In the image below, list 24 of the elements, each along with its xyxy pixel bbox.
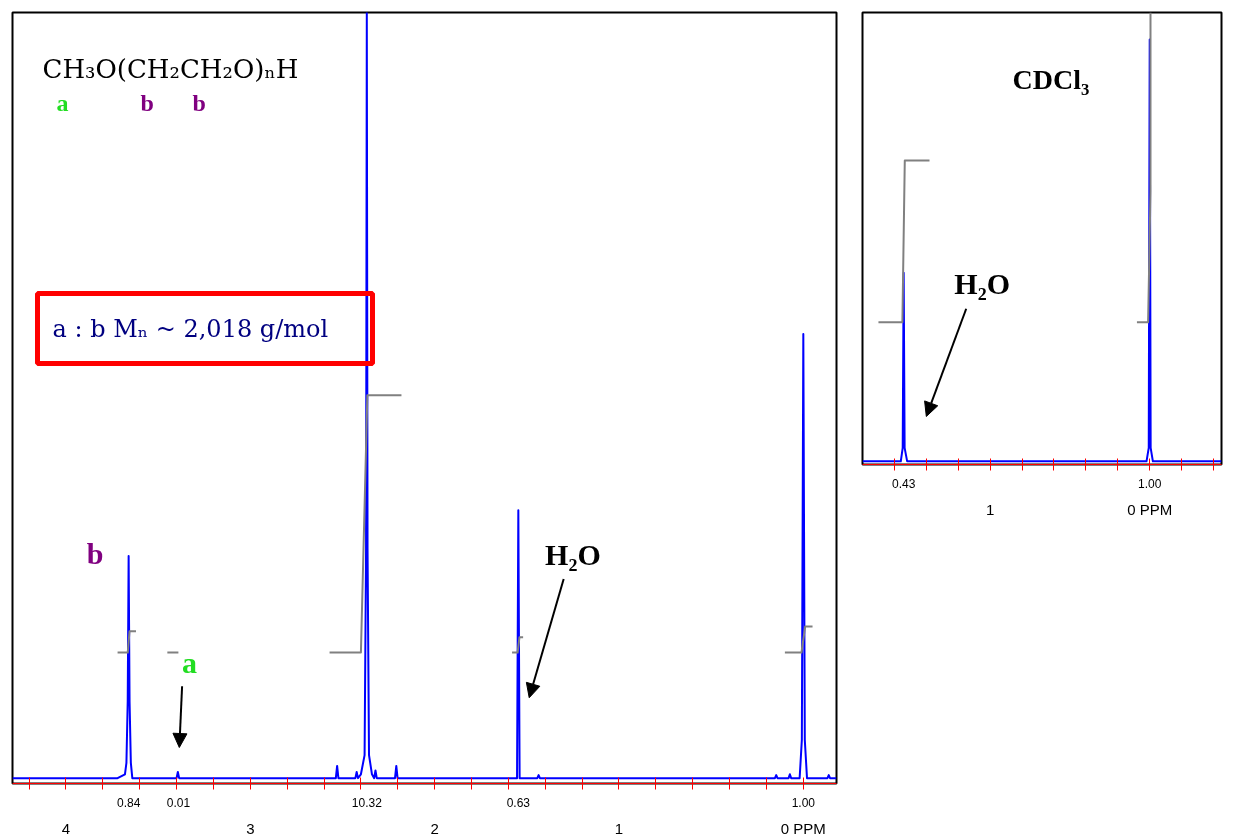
annotation: a : b Mₙ ~ 2,018 g/mol [52, 314, 329, 343]
annotation: a [56, 89, 69, 116]
x-tick-label: 3 [246, 819, 255, 837]
x-tick-label: 1 [614, 819, 624, 837]
text: 0.43 [891, 476, 916, 491]
text: 0.01 [166, 795, 191, 810]
text: 1.00 [791, 795, 816, 810]
annotation: b [86, 537, 104, 571]
text: 1.00 [1138, 476, 1162, 491]
annotation: H₂O [954, 266, 1011, 300]
x-tick-label: 1 [985, 500, 995, 518]
annotation: b [140, 89, 154, 116]
annotation: b [192, 89, 206, 116]
x-tick-label: 0 PPM [780, 819, 826, 837]
x-tick-label: 2 [430, 819, 439, 837]
annotation: CDCl₃ [1012, 63, 1090, 95]
text: 0.84 [116, 795, 141, 810]
x-tick-label: 4 [61, 819, 71, 837]
text: 10.32 [351, 795, 383, 810]
annotation: H₂O [545, 538, 601, 572]
annotation: CH₃O(CH₂CH₂O)ₙH [42, 53, 299, 84]
text: 0.63 [506, 795, 531, 810]
annotation: a [181, 645, 197, 679]
x-tick-label: 0 PPM [1127, 500, 1173, 518]
